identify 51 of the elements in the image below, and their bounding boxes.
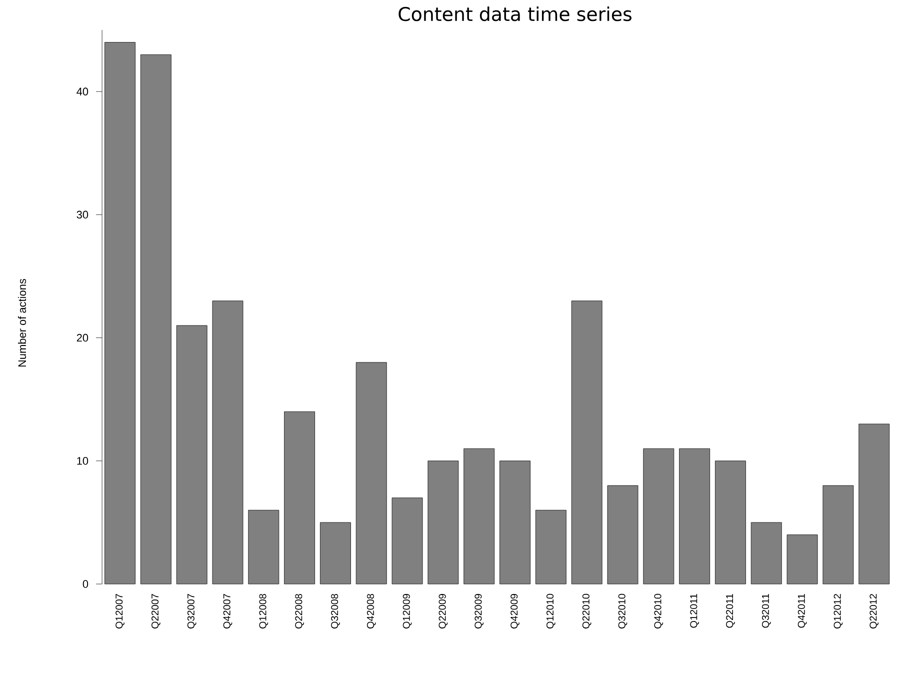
bar (176, 325, 208, 584)
y-axis-title: Number of actions (18, 278, 26, 367)
bar (607, 485, 638, 584)
bar (212, 300, 244, 584)
x-tick-label: Q42010 (654, 594, 664, 629)
bar (643, 448, 674, 584)
bar (428, 460, 459, 584)
bar (320, 522, 351, 584)
bar (679, 448, 710, 584)
bar (284, 411, 315, 584)
bar (140, 54, 172, 584)
bar (822, 485, 854, 584)
x-tick-label: Q32010 (618, 594, 628, 629)
y-tick-label: 10 (77, 457, 88, 465)
x-tick-label: Q42009 (510, 594, 520, 629)
x-tick-label: Q12010 (546, 594, 556, 629)
x-tick-label: Q32009 (474, 594, 484, 629)
x-tick-label: Q12009 (402, 594, 412, 629)
x-tick-label: Q22010 (582, 594, 592, 629)
bar (104, 42, 136, 584)
bar (858, 424, 890, 584)
bar (535, 510, 566, 584)
chart-title: Content data time series (398, 6, 632, 22)
bar (464, 448, 495, 584)
x-tick-label: Q12011 (690, 594, 699, 628)
bar (356, 362, 387, 584)
y-tick-label: 40 (76, 88, 88, 96)
x-tick-label: Q22012 (870, 594, 879, 629)
y-tick-label: 30 (76, 210, 88, 219)
x-tick-label: Q12012 (834, 594, 843, 629)
bar (715, 460, 746, 584)
bar (392, 498, 423, 584)
y-tick-label: 20 (76, 334, 88, 342)
bar (750, 522, 782, 584)
x-tick-label: Q32008 (331, 594, 340, 629)
x-tick-label: Q22009 (438, 594, 448, 629)
x-tick-label: Q22007 (151, 594, 160, 629)
x-tick-label: Q22008 (295, 594, 304, 629)
bar (786, 534, 818, 584)
x-tick-label: Q32011 (762, 594, 771, 628)
x-tick-label: Q12008 (259, 594, 268, 629)
bar (500, 460, 530, 584)
x-tick-label: Q12007 (116, 594, 124, 629)
x-tick-label: Q42008 (366, 594, 376, 629)
y-tick-label: 0 (82, 580, 88, 588)
x-tick-label: Q22011 (726, 594, 735, 628)
bar (571, 300, 602, 584)
x-tick-label: Q42011 (798, 594, 807, 628)
x-tick-label: Q32007 (187, 594, 196, 629)
bar (248, 510, 280, 584)
x-tick-label: Q42007 (223, 594, 232, 629)
